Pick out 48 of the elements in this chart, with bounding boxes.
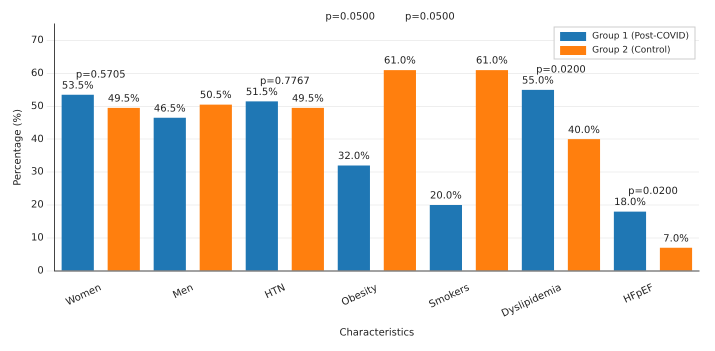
y-axis-title: Percentage (%) [12, 108, 24, 186]
annotation: p=0.5705 [76, 69, 126, 80]
data-label: 50.5% [200, 90, 232, 102]
y-tick-label: 0 [37, 265, 44, 276]
bar [384, 70, 416, 270]
bar [108, 108, 140, 270]
y-tick-label: 20 [30, 200, 44, 211]
y-tick-label: 40 [30, 134, 44, 145]
annotation: p=0.0200 [628, 186, 678, 198]
x-tick-label: Men [171, 282, 196, 302]
bar [62, 94, 94, 270]
bar [476, 70, 508, 270]
data-label: 7.0% [663, 233, 689, 244]
data-label: 32.0% [338, 151, 370, 162]
data-label: 61.0% [476, 56, 508, 67]
y-tick-label: 60 [30, 68, 44, 79]
annotation: p=0.7767 [260, 76, 310, 87]
bar [522, 90, 554, 270]
text: p=0.0500 [405, 12, 455, 23]
y-tick-label: 70 [30, 35, 44, 46]
x-axis-title: Characteristics [339, 328, 414, 339]
data-label: 40.0% [568, 124, 600, 136]
annotation: p=0.0200 [536, 64, 586, 76]
text: p=0.0500 [325, 12, 376, 23]
bar [292, 108, 324, 270]
data-label: 46.5% [154, 103, 186, 114]
bar [614, 212, 646, 270]
data-label: 53.5% [62, 80, 94, 92]
bar [246, 101, 278, 270]
bar [430, 204, 462, 270]
data-label: 49.5% [108, 94, 140, 105]
y-tick-label: 10 [30, 232, 44, 244]
data-label: 55.0% [522, 75, 554, 86]
y-tick-label: 50 [30, 100, 44, 112]
bar [154, 118, 186, 270]
x-tick-label: HTN [263, 282, 288, 302]
data-label: 20.0% [430, 190, 462, 202]
data-label: 18.0% [614, 197, 646, 208]
data-label: 49.5% [292, 94, 324, 105]
bar [568, 139, 600, 270]
y-tick-label: 30 [30, 166, 44, 178]
legend-label: Group 1 (Post-COVID) [592, 31, 690, 42]
data-label: 61.0% [384, 56, 416, 67]
legend-label: Group 2 (Control) [592, 45, 671, 56]
bar [338, 166, 370, 270]
bar [660, 248, 692, 270]
data-label: 51.5% [246, 86, 278, 98]
bar [200, 104, 232, 270]
